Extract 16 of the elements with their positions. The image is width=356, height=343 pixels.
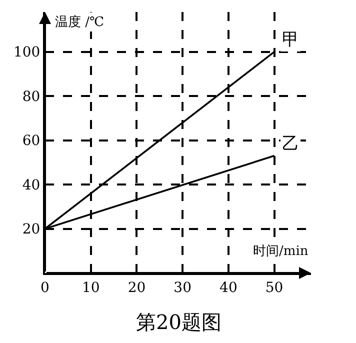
y-tick-label: 60	[22, 133, 40, 150]
x-tick-label: 10	[82, 280, 100, 296]
x-tick-label: 50	[265, 280, 284, 296]
series-label: 甲	[282, 30, 299, 50]
series-label: 乙	[282, 134, 299, 154]
y-tick-label: 100	[13, 44, 40, 61]
x-axis-title: 时间/min	[253, 244, 309, 259]
x-tick-label: 0	[40, 280, 50, 296]
x-tick-label: 40	[220, 280, 238, 296]
y-tick-label: 80	[22, 88, 40, 105]
text: 第20题图	[136, 310, 222, 334]
y-tick-label: 20	[22, 222, 40, 238]
y-axis-title: 温度 /℃	[55, 14, 104, 30]
y-tick-label: 40	[22, 177, 40, 194]
x-tick-label: 20	[128, 280, 146, 296]
x-tick-label: 30	[174, 280, 192, 296]
